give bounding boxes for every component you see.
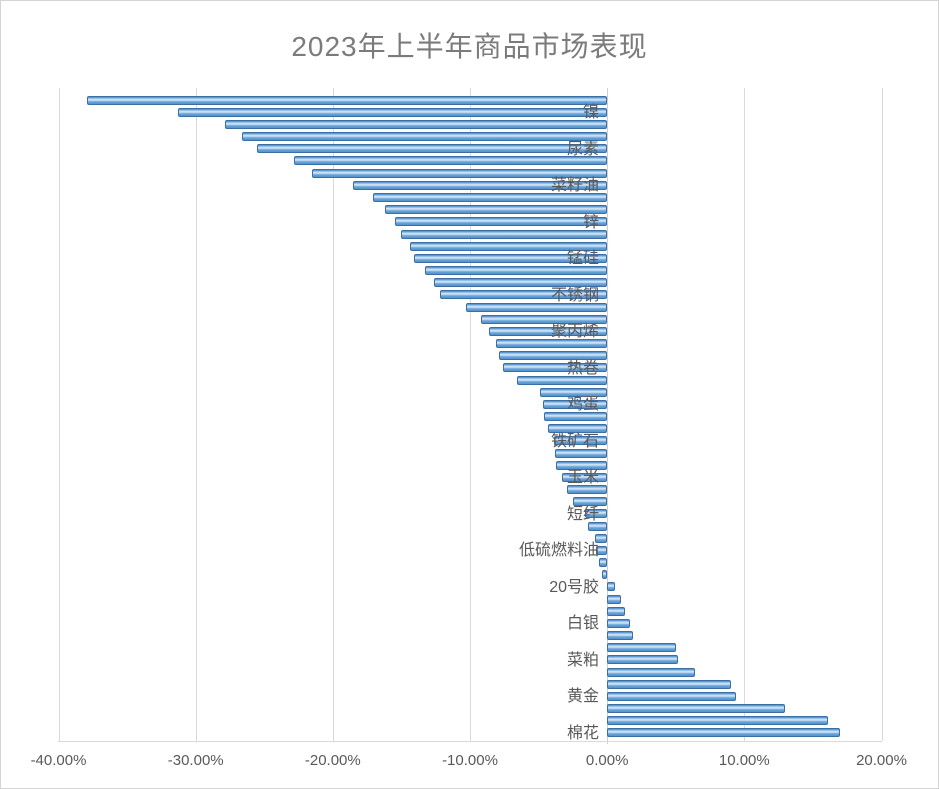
bar-尿素 [257, 144, 608, 154]
bar-item-27 [544, 412, 608, 421]
x-tick-label: -10.00% [442, 752, 498, 769]
bar-item-48 [607, 667, 695, 677]
category-label-白银: 白银 [566, 615, 599, 633]
bar-item-9 [372, 192, 608, 202]
bar-item-12 [401, 229, 608, 239]
gridline [195, 88, 197, 741]
category-label-低硫燃料油: 低硫燃料油 [518, 542, 599, 560]
bar-锌 [394, 217, 608, 227]
bar-item-7 [312, 168, 608, 178]
bar-item-42 [607, 594, 621, 604]
bar-20号胶 [607, 582, 616, 592]
bar-item-46 [607, 643, 676, 653]
bar-聚丙烯 [489, 326, 608, 336]
bar-镍 [177, 107, 608, 117]
bar-item-21 [496, 339, 608, 348]
bar-item-49 [607, 679, 731, 689]
chart-title: 2023年上半年商品市场表现 [291, 31, 648, 62]
bar-item-37 [594, 533, 608, 543]
bar-item-45 [607, 631, 634, 641]
bar-item-31 [556, 460, 608, 470]
bar-铁矿石 [553, 436, 608, 446]
bar-item-6 [294, 156, 608, 166]
bar-item-33 [567, 485, 608, 494]
category-label-鸡蛋: 鸡蛋 [566, 396, 599, 414]
bar-item-13 [409, 241, 608, 251]
x-tick-label: 0.00% [585, 752, 629, 769]
bar-菜粕 [607, 655, 679, 665]
gridline [470, 88, 471, 741]
bar-item-28 [548, 424, 608, 434]
bar-item-52 [607, 716, 828, 726]
bar-item-1 [87, 95, 608, 105]
gridline [58, 88, 60, 741]
plot-baseline [58, 741, 882, 742]
bar-item-34 [572, 497, 608, 507]
bar-玉米 [561, 472, 608, 482]
bar-item-43 [607, 606, 625, 616]
bar-item-4 [242, 132, 608, 142]
x-tick-label: 10.00% [718, 752, 770, 769]
category-label-玉米: 玉米 [566, 469, 599, 487]
bar-锰硅 [413, 253, 608, 263]
bar-item-40 [601, 570, 608, 580]
bar-item-10 [385, 205, 608, 215]
category-label-棉花: 棉花 [566, 724, 599, 742]
bar-item-3 [224, 119, 608, 129]
bar-item-22 [498, 351, 608, 361]
bar-短纤 [585, 509, 608, 519]
category-label-黄金: 黄金 [566, 688, 599, 706]
category-label-菜粕: 菜粕 [566, 651, 599, 669]
bar-白银 [607, 618, 631, 628]
gridline [332, 88, 334, 741]
bar-item-51 [607, 704, 786, 714]
bar-菜籽油 [353, 180, 608, 190]
x-tick-label: -20.00% [304, 752, 361, 769]
bar-item-39 [598, 558, 608, 567]
bar-不锈钢 [439, 290, 608, 300]
gridline [744, 88, 746, 741]
x-tick-label: 20.00% [856, 752, 907, 769]
zero-axis-line [607, 88, 609, 744]
bar-item-19 [481, 314, 608, 324]
bar-item-30 [555, 448, 608, 458]
bar-低硫燃料油 [596, 545, 608, 555]
gridline [881, 88, 883, 741]
bar-item-18 [465, 302, 608, 312]
bar-黄金 [607, 691, 737, 701]
bar-item-16 [434, 278, 608, 288]
x-tick-label: -30.00% [167, 752, 224, 769]
bar-item-36 [588, 521, 608, 531]
bar-item-15 [424, 266, 608, 275]
bar-热卷 [502, 363, 608, 373]
bar-item-24 [516, 375, 608, 385]
category-label-20号胶: 20号胶 [549, 578, 599, 596]
bar-item-25 [540, 387, 608, 397]
category-label-短纤: 短纤 [566, 505, 599, 523]
bar-鸡蛋 [542, 399, 608, 409]
x-tick-label: -40.00% [30, 752, 87, 769]
category-label-铁矿石: 铁矿石 [550, 432, 599, 450]
bar-棉花 [607, 728, 841, 738]
